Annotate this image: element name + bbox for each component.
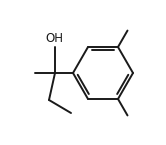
Text: OH: OH — [45, 32, 63, 45]
